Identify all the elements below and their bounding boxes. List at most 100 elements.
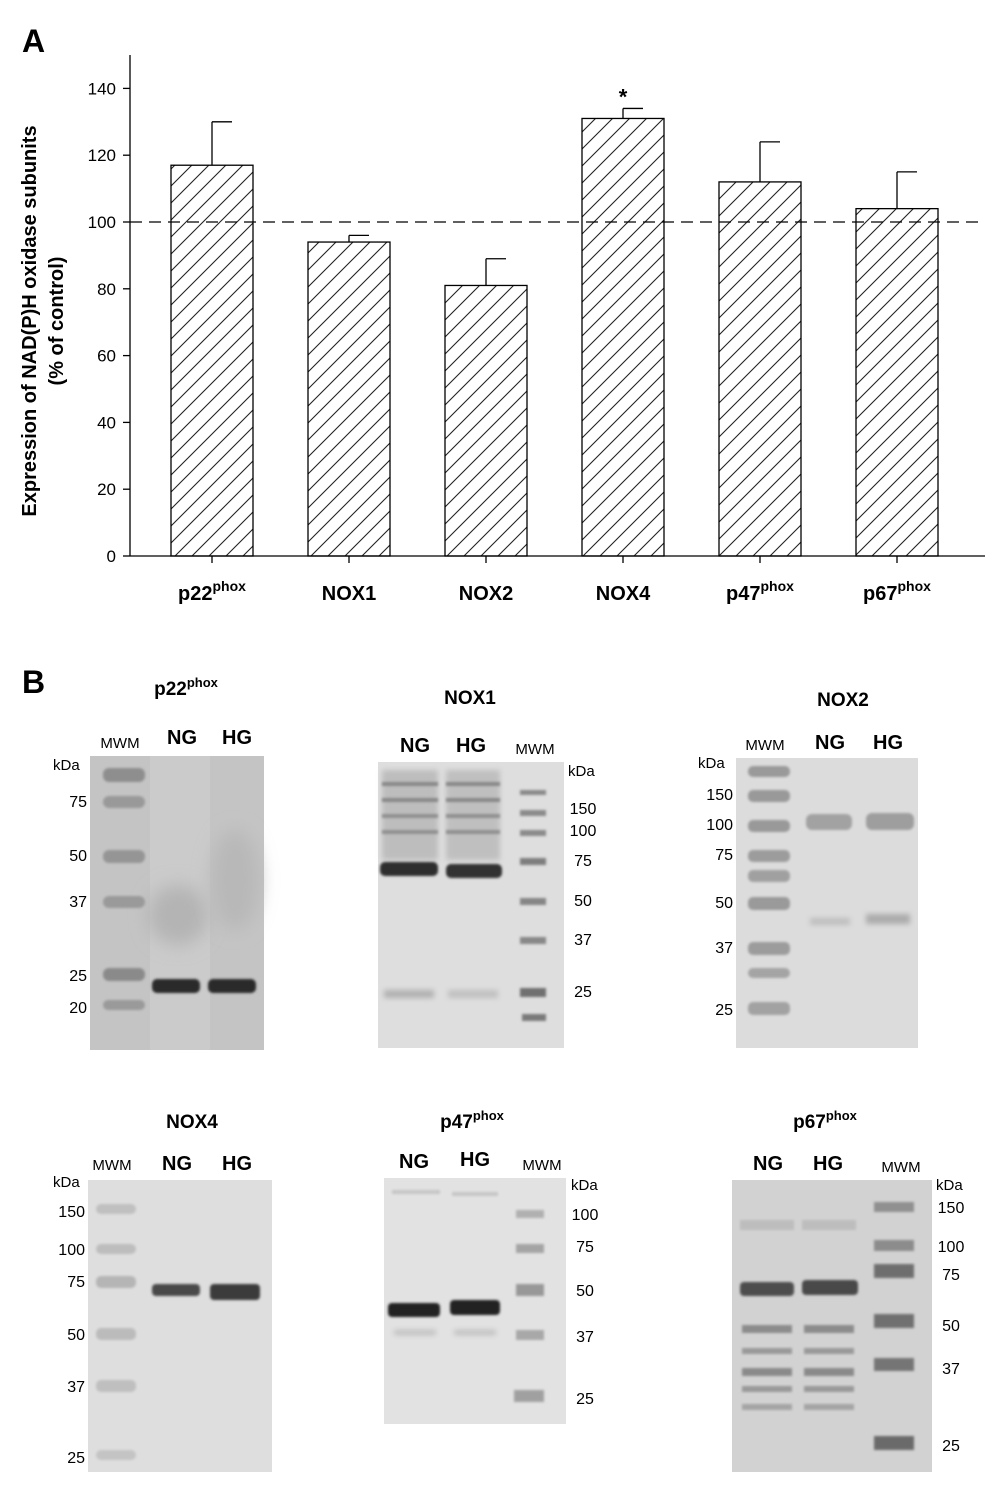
bar [855,207,939,557]
y-axis-label-line1: Expression of NAD(P)H oxidase subunits [19,125,41,516]
lane-label: MWM [92,1157,131,1174]
bar [444,284,528,557]
marker-label: 75 [576,1239,594,1256]
blot-title: NOX1 [444,688,496,709]
marker-label: 100 [570,823,597,840]
marker-label: 50 [715,895,733,912]
marker-label: 37 [69,894,87,911]
lane-label: NG [400,735,430,757]
marker-label: 25 [576,1391,594,1408]
y-axis-label-line2: (% of control) [46,257,68,386]
x-tick-label: NOX2 [459,583,513,605]
bar [581,117,665,557]
blot-image [736,758,918,1048]
y-tick-label: 100 [88,213,116,232]
blot-image [378,762,564,1048]
lane-label: HG [460,1149,490,1171]
lane-label: NG [167,727,197,749]
kda-label: kDa [936,1177,963,1194]
marker-label: 150 [706,787,733,804]
marker-label: 75 [715,847,733,864]
lane-label: MWM [522,1157,561,1174]
marker-label: 75 [942,1267,960,1284]
blot-nox4: NOX4 MWM NG HG kDa 150 100 75 50 37 25 [53,1112,272,1472]
significance-marker: * [619,84,628,109]
lane-label: HG [873,732,903,754]
x-tick-label: NOX4 [596,583,651,605]
y-tick-label: 120 [88,146,116,165]
marker-label: 37 [942,1361,960,1378]
marker-label: 150 [570,801,597,818]
marker-label: 25 [715,1002,733,1019]
panel-a-label: A [22,23,45,59]
blot-image [88,1180,272,1472]
x-tick-label: NOX1 [322,583,376,605]
kda-label: kDa [568,763,595,780]
panel-b-label: B [22,664,45,700]
y-tick-label: 140 [88,79,116,98]
lane-label: HG [456,735,486,757]
x-tick-label: p67phox [863,578,931,605]
bar [170,164,254,557]
marker-label: 25 [69,968,87,985]
marker-label: 50 [576,1283,594,1300]
blot-image [90,756,264,1050]
blot-title: p22phox [154,675,219,700]
lane-label: MWM [745,737,784,754]
marker-label: 100 [706,817,733,834]
bar [307,241,391,557]
blot-title: NOX2 [817,690,869,711]
lane-label: NG [162,1153,192,1175]
y-tick-label: 60 [97,347,116,366]
marker-label: 150 [938,1200,965,1217]
marker-label: 50 [574,893,592,910]
blot-p22phox: p22phox MWM NG HG kDa 75 50 37 25 20 [53,675,264,1050]
blot-nox1: NOX1 NG HG MWM kDa 150 100 75 50 37 25 [378,688,596,1048]
kda-label: kDa [698,755,725,772]
blot-image [732,1180,932,1472]
kda-label: kDa [53,757,80,774]
marker-label: 37 [574,932,592,949]
marker-label: 50 [67,1327,85,1344]
lane-label: MWM [881,1159,920,1176]
y-tick-label: 0 [107,547,116,566]
marker-label: 37 [67,1379,85,1396]
marker-label: 100 [938,1239,965,1256]
marker-label: 75 [67,1274,85,1291]
y-tick-label: 20 [97,480,116,499]
blot-p47phox: p47phox NG HG MWM kDa 100 75 50 37 25 [384,1108,598,1424]
marker-label: 20 [69,1000,87,1017]
blot-title: p47phox [440,1108,505,1133]
marker-label: 25 [67,1450,85,1467]
marker-label: 37 [576,1329,594,1346]
x-tick-label: p22phox [178,578,246,605]
marker-label: 37 [715,940,733,957]
marker-label: 75 [574,853,592,870]
y-tick-label: 80 [97,280,116,299]
marker-label: 75 [69,794,87,811]
lane-label: NG [399,1151,429,1173]
blot-title: NOX4 [166,1112,218,1133]
marker-label: 50 [942,1318,960,1335]
marker-label: 100 [572,1207,599,1224]
y-tick-label: 40 [97,413,116,432]
blot-title: p67phox [793,1108,858,1133]
marker-label: 100 [58,1242,85,1259]
lane-label: NG [815,732,845,754]
blot-nox2: NOX2 MWM NG HG kDa 150 100 75 50 37 25 [698,690,918,1048]
lane-label: MWM [515,741,554,758]
marker-label: 25 [574,984,592,1001]
blot-p67phox: p67phox NG HG MWM kDa 150 100 75 50 37 2… [732,1108,964,1472]
x-tick-label: p47phox [726,578,794,605]
bar [718,181,802,557]
marker-label: 25 [942,1438,960,1455]
marker-label: 50 [69,848,87,865]
kda-label: kDa [53,1174,80,1191]
bar-chart: 0 20 40 60 80 100 120 140 p22phox NOX1 NOX2 NOX4 * p4… [88,55,985,605]
lane-label: HG [813,1153,843,1175]
kda-label: kDa [571,1177,598,1194]
lane-label: MWM [100,735,139,752]
marker-label: 150 [58,1204,85,1221]
lane-label: HG [222,1153,252,1175]
